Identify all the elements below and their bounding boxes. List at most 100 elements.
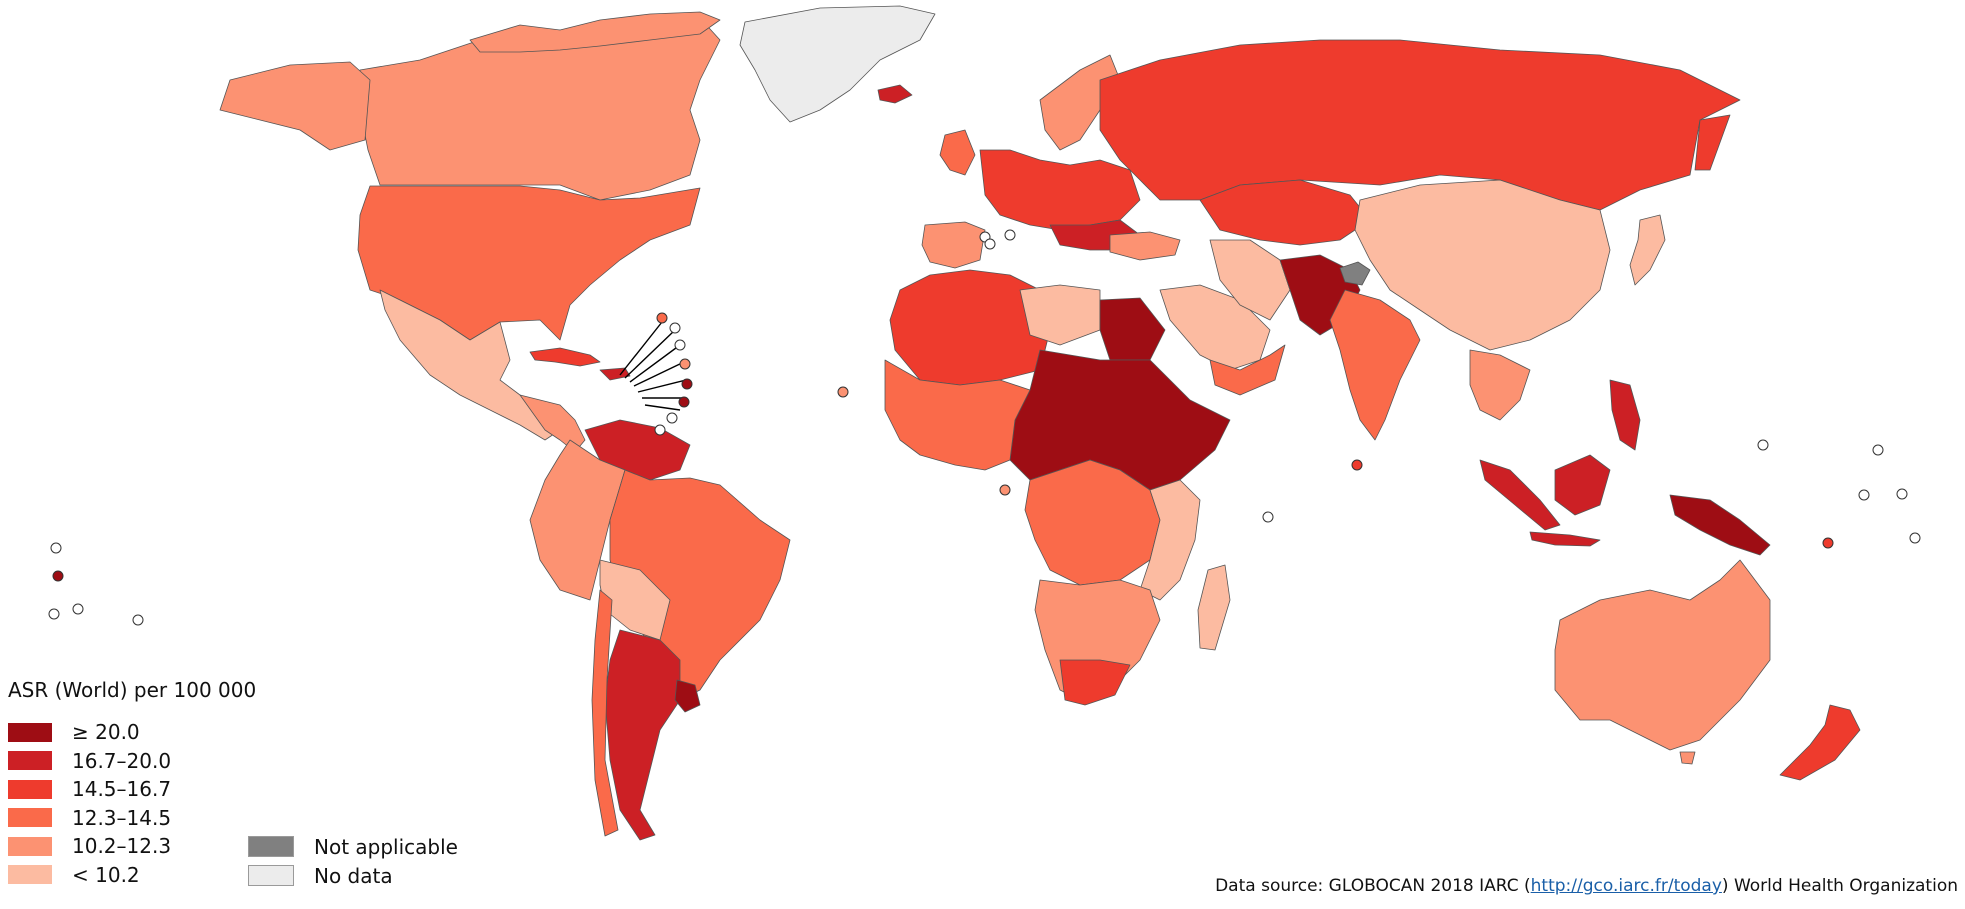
uruguay [674,679,701,713]
source-suffix: ) World Health Organization [1721,876,1958,896]
legend-title: ASR (World) per 100 000 [8,678,257,702]
turkey [1109,231,1181,261]
yemen-oman [1209,344,1286,396]
legend-entry: Not applicable [248,832,458,861]
greenland [739,5,936,123]
legend-entry: ≥ 20.0 [8,718,256,747]
japan [1629,214,1666,286]
legend-label: No data [314,863,393,888]
island-marker [669,322,681,334]
legend-entry: No data [248,861,458,890]
east-africa [1139,479,1201,601]
legend-label: 14.5–16.7 [72,777,172,802]
china-mongolia [1354,179,1611,351]
data-source-credit: Data source: GLOBOCAN 2018 IARC (http://… [1215,876,1958,896]
island-marker [984,238,996,250]
island-marker [1909,532,1921,544]
alaska [219,61,371,151]
leader-line [637,379,687,393]
legend-swatch [8,808,52,828]
legend-entry: < 10.2 [8,861,256,890]
new-zealand [1779,704,1861,781]
legend-swatch [248,865,294,886]
uk-ireland [939,129,976,176]
united-states [357,185,701,341]
legend-swatch [8,722,52,742]
sahel-sudan [1009,349,1231,491]
iran [1209,239,1291,321]
legend-entry: 14.5–16.7 [8,775,256,804]
legend-label: ≥ 20.0 [72,720,140,745]
island-marker [1858,489,1870,501]
island-marker [999,484,1011,496]
leader-line [629,344,681,383]
new-guinea [1669,494,1771,556]
legend-entry: 16.7–20.0 [8,747,256,776]
south-africa [1059,659,1131,706]
bolivia-paraguay [599,559,671,641]
legend-swatch [248,836,294,857]
legend-label: 16.7–20.0 [72,748,172,773]
island-marker [666,412,678,424]
chile [591,589,619,837]
colombia-ecuador-peru [529,439,626,601]
legend-swatch [8,836,52,856]
island-marker [1896,488,1908,500]
special-legend: Not applicable No data [248,832,458,890]
southeast-asia [1469,349,1531,421]
legend-swatch [8,779,52,799]
iberia [921,221,986,269]
tasmania [1679,751,1696,765]
java [1529,531,1601,547]
leader-line [644,404,681,411]
island-marker [674,339,686,351]
libya-egypt [1019,284,1101,346]
madagascar [1197,564,1231,651]
legend-entry: 12.3–14.5 [8,804,256,833]
argentina [604,629,681,841]
island-marker [1351,459,1363,471]
island-marker [72,603,84,615]
legend-swatch [8,751,52,771]
island-marker [1872,444,1884,456]
legend-label: < 10.2 [72,862,140,887]
kashmir-not-applicable [1339,261,1371,286]
source-prefix: Data source: GLOBOCAN 2018 IARC ( [1215,876,1531,896]
cuba [529,347,601,367]
borneo [1554,454,1611,516]
russia [1099,39,1741,211]
leader-line [633,361,685,387]
canada-islands [469,11,721,53]
west-africa [884,359,1031,471]
island-marker [678,396,690,408]
island-marker [48,608,60,620]
legend-swatch [8,865,52,885]
island-marker [1004,229,1016,241]
island-marker [656,312,668,324]
iceland [877,84,913,104]
island-marker [50,542,62,554]
island-marker [837,386,849,398]
island-marker [1262,511,1274,523]
sumatra [1479,459,1561,531]
island-marker [132,614,144,626]
india [1329,289,1421,441]
leader-line [624,329,676,379]
legend-entry: 10.2–12.3 [8,832,256,861]
australia [1554,559,1771,751]
island-marker [1757,439,1769,451]
source-link[interactable]: http://gco.iarc.fr/today [1530,876,1722,896]
island-marker [1822,537,1834,549]
western-europe [979,149,1141,231]
island-marker [681,378,693,390]
kamchatka [1694,114,1731,171]
island-marker [679,358,691,370]
island-marker [52,570,64,582]
legend-label: 10.2–12.3 [72,834,172,859]
legend-label: 12.3–14.5 [72,805,172,830]
egypt [1099,297,1166,361]
north-africa-west [889,269,1051,386]
leader-line [619,321,663,376]
central-america [519,394,586,453]
